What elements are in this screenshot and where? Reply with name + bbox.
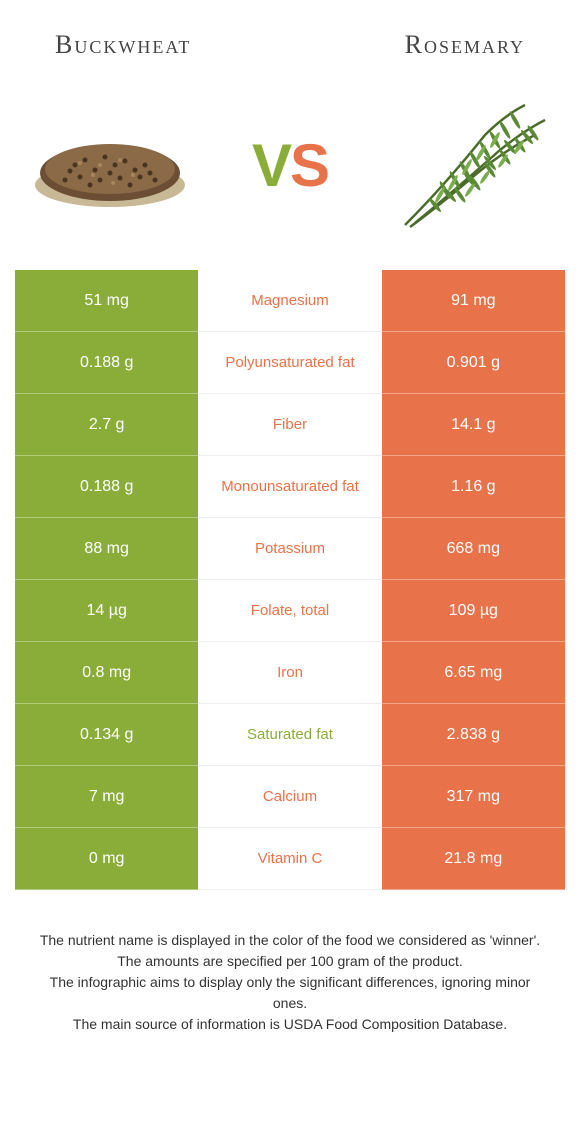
table-row: 0.188 gPolyunsaturated fat0.901 g: [15, 332, 565, 394]
footer-line-1: The nutrient name is displayed in the co…: [35, 930, 545, 951]
table-row: 0.8 mgIron6.65 mg: [15, 642, 565, 704]
food-right-title: Rosemary: [405, 30, 525, 60]
left-value: 51 mg: [15, 270, 198, 332]
right-value: 14.1 g: [382, 394, 565, 456]
footer-line-2: The amounts are specified per 100 gram o…: [35, 951, 545, 972]
images-row: VS: [0, 80, 580, 270]
vs-s-letter: S: [290, 132, 328, 199]
right-value: 2.838 g: [382, 704, 565, 766]
right-value: 317 mg: [382, 766, 565, 828]
buckwheat-image: [20, 100, 200, 230]
table-row: 88 mgPotassium668 mg: [15, 518, 565, 580]
nutrient-label: Fiber: [198, 394, 381, 456]
table-row: 0.134 gSaturated fat2.838 g: [15, 704, 565, 766]
nutrient-label: Monounsaturated fat: [198, 456, 381, 518]
food-left-title: Buckwheat: [55, 30, 191, 60]
footer-line-3: The infographic aims to display only the…: [35, 972, 545, 1014]
nutrient-label: Vitamin C: [198, 828, 381, 890]
table-row: 14 µgFolate, total109 µg: [15, 580, 565, 642]
rosemary-image: [380, 100, 560, 230]
left-value: 0.134 g: [15, 704, 198, 766]
right-value: 91 mg: [382, 270, 565, 332]
footer-notes: The nutrient name is displayed in the co…: [35, 930, 545, 1035]
nutrient-label: Polyunsaturated fat: [198, 332, 381, 394]
nutrient-label: Potassium: [198, 518, 381, 580]
left-value: 0.188 g: [15, 332, 198, 394]
left-value: 0.8 mg: [15, 642, 198, 704]
table-row: 0.188 gMonounsaturated fat1.16 g: [15, 456, 565, 518]
vs-v-letter: V: [252, 132, 290, 199]
left-value: 88 mg: [15, 518, 198, 580]
left-value: 14 µg: [15, 580, 198, 642]
nutrition-table: 51 mgMagnesium91 mg0.188 gPolyunsaturate…: [15, 270, 565, 890]
table-row: 2.7 gFiber14.1 g: [15, 394, 565, 456]
nutrient-label: Calcium: [198, 766, 381, 828]
right-value: 109 µg: [382, 580, 565, 642]
right-value: 0.901 g: [382, 332, 565, 394]
right-value: 21.8 mg: [382, 828, 565, 890]
nutrient-label: Magnesium: [198, 270, 381, 332]
table-row: 51 mgMagnesium91 mg: [15, 270, 565, 332]
nutrient-label: Folate, total: [198, 580, 381, 642]
nutrient-label: Saturated fat: [198, 704, 381, 766]
left-value: 0.188 g: [15, 456, 198, 518]
footer-line-4: The main source of information is USDA F…: [35, 1014, 545, 1035]
left-value: 7 mg: [15, 766, 198, 828]
header: Buckwheat Rosemary: [0, 0, 580, 80]
left-value: 2.7 g: [15, 394, 198, 456]
right-value: 6.65 mg: [382, 642, 565, 704]
table-row: 7 mgCalcium317 mg: [15, 766, 565, 828]
right-value: 668 mg: [382, 518, 565, 580]
right-value: 1.16 g: [382, 456, 565, 518]
nutrient-label: Iron: [198, 642, 381, 704]
left-value: 0 mg: [15, 828, 198, 890]
table-row: 0 mgVitamin C21.8 mg: [15, 828, 565, 890]
vs-badge: VS: [252, 131, 328, 200]
